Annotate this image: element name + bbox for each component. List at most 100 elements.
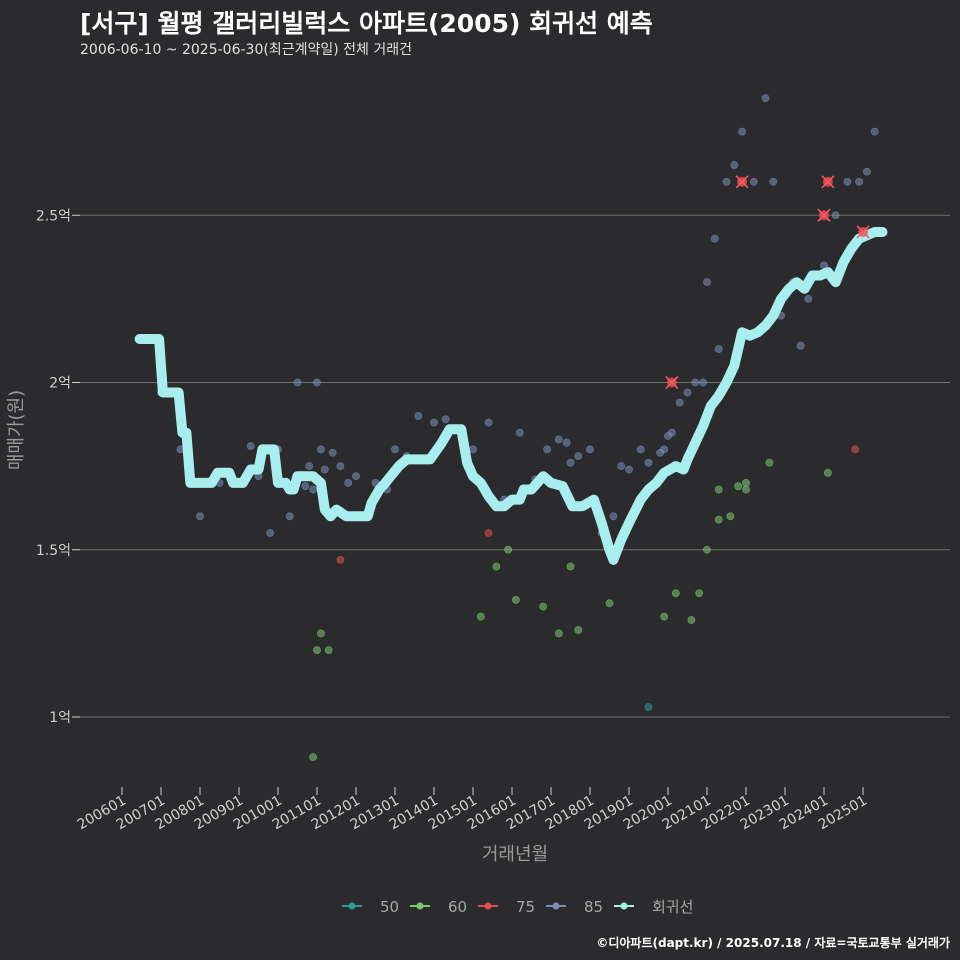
point-85-46 (644, 458, 653, 467)
y-tick-label-1: 1.5억 (36, 543, 71, 559)
point-85-18 (328, 448, 337, 457)
point-85-67 (804, 294, 813, 303)
point-75-1 (484, 529, 493, 537)
point-60-23 (742, 478, 750, 487)
point-60-2 (316, 629, 325, 638)
point-85-11 (293, 378, 302, 387)
point-85-26 (414, 412, 423, 420)
point-60-1 (313, 646, 321, 654)
point-85-63 (769, 177, 778, 186)
point-85-56 (710, 234, 719, 243)
point-85-15 (313, 378, 321, 387)
point-60-7 (512, 596, 520, 604)
point-85-28 (441, 415, 450, 424)
point-85-10 (285, 512, 294, 521)
point-85-72 (863, 167, 871, 176)
point-60-4 (476, 612, 485, 621)
highlight-cross-b-1 (735, 175, 749, 189)
point-85-52 (683, 388, 692, 397)
point-50-0 (644, 703, 653, 711)
point-85-3 (196, 512, 204, 521)
highlight-cross-b-2 (817, 208, 831, 222)
point-60-5 (492, 562, 501, 571)
legend-label-4: 회귀선 (652, 898, 693, 916)
highlight-cross-b-0 (665, 375, 679, 390)
point-85-31 (484, 418, 493, 427)
legend-label-1: 60 (448, 898, 467, 916)
legend-swatch-dot-1 (416, 902, 424, 910)
point-85-8 (266, 529, 275, 537)
legend-label-2: 75 (516, 898, 535, 916)
point-85-66 (796, 341, 805, 350)
highlight-marker-3 (821, 175, 835, 189)
point-60-21 (734, 482, 743, 491)
point-85-16 (316, 445, 325, 454)
point-60-16 (695, 589, 704, 598)
point-85-6 (246, 442, 255, 450)
point-60-8 (539, 602, 548, 611)
point-85-39 (574, 452, 583, 460)
y-axis-ticks: 1억 1.5억 2억 2.5억 (36, 208, 80, 726)
point-75-6 (851, 445, 860, 454)
point-85-37 (562, 438, 571, 447)
point-85-50 (668, 428, 676, 437)
point-85-19 (336, 462, 345, 471)
legend-swatch-dot-0 (348, 902, 356, 910)
point-85-44 (625, 465, 633, 474)
point-85-20 (344, 478, 353, 487)
point-85-33 (515, 428, 524, 437)
chart-title: [서구] 월평 갤러리빌럭스 아파트(2005) 회귀선 예측 (80, 9, 653, 38)
point-85-12 (301, 482, 310, 491)
point-85-40 (586, 445, 594, 454)
point-85-57 (714, 345, 723, 353)
point-85-70 (843, 177, 852, 186)
legend: 50 60 75 85 회귀선 (342, 898, 693, 916)
x-axis-title: 거래년월 (482, 844, 548, 865)
legend-label-0: 50 (380, 898, 399, 916)
point-60-13 (660, 612, 668, 621)
point-85-53 (691, 378, 700, 387)
point-85-35 (543, 445, 551, 454)
x-axis-ticks: 2006012007012008012009012010012011012012… (75, 787, 870, 833)
point-85-69 (831, 211, 840, 220)
highlight-marker-1 (735, 175, 749, 189)
point-75-0 (336, 555, 345, 564)
highlight-marker-2 (817, 208, 831, 222)
legend-swatch-dot-2 (484, 902, 492, 910)
point-85-17 (320, 465, 329, 474)
chart-subtitle: 2006-06-10 ~ 2025-06-30(최근계약일) 전체 거래건 (80, 42, 412, 58)
point-60-20 (726, 512, 735, 521)
legend-label-3: 85 (584, 898, 603, 916)
point-60-11 (574, 626, 583, 634)
point-85-73 (870, 127, 879, 136)
legend-item-3: 85 (546, 898, 603, 916)
y-axis-title: 매매가(원) (6, 390, 27, 470)
point-60-3 (324, 646, 333, 654)
legend-item-1: 60 (410, 898, 467, 916)
regression-line-layer (134, 227, 888, 565)
point-85-30 (469, 445, 477, 454)
point-85-71 (855, 177, 863, 186)
y-tick-label-2: 2억 (49, 376, 71, 392)
highlight-marker-0 (665, 375, 679, 390)
legend-item-4: 회귀선 (614, 898, 693, 916)
point-85-55 (703, 278, 711, 287)
point-60-24 (765, 458, 774, 467)
point-85-58 (722, 177, 731, 186)
legend-item-0: 50 (342, 898, 399, 916)
point-60-25 (824, 468, 832, 477)
grid-layer (80, 214, 950, 718)
legend-item-2: 75 (478, 898, 535, 916)
point-60-18 (714, 515, 723, 524)
point-85-51 (675, 398, 684, 407)
point-85-36 (554, 435, 563, 444)
legend-swatch-dot-4 (620, 902, 628, 910)
point-60-14 (671, 589, 680, 598)
highlight-marker-4 (856, 225, 870, 239)
point-85-14 (309, 485, 317, 494)
point-85-38 (566, 458, 575, 467)
point-60-19 (714, 485, 723, 494)
point-60-9 (554, 629, 563, 638)
legend-swatch-dot-3 (552, 902, 560, 910)
point-60-22 (742, 485, 750, 494)
